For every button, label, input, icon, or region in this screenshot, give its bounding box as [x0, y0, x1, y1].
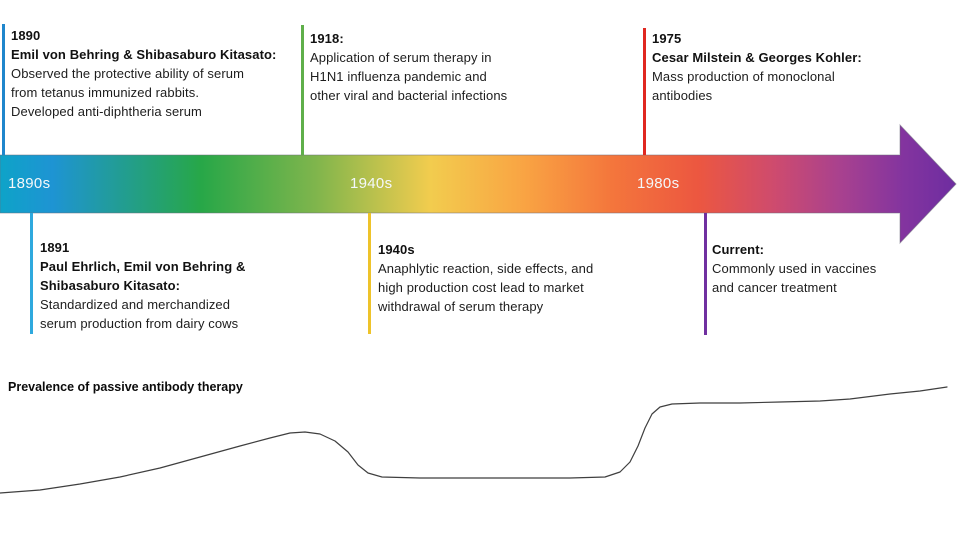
event-desc: serum production from dairy cows [40, 316, 239, 331]
event-names: Shibasaburo Kitasato: [40, 278, 181, 293]
event-year: 1975 [652, 31, 682, 46]
event-desc: H1N1 influenza pandemic and [310, 69, 487, 84]
event-desc: Mass production of monoclonal [652, 69, 835, 84]
timeline-arrow-shape [0, 123, 957, 245]
event-desc: Application of serum therapy in [310, 50, 492, 65]
event-names: Emil von Behring & Shibasaburo Kitasato: [11, 47, 277, 62]
event-desc: Developed anti-diphtheria serum [11, 104, 202, 119]
event-year: 1918: [310, 31, 344, 46]
decade-label-1980s: 1980s [637, 175, 680, 192]
event-desc: Observed the protective ability of serum [11, 66, 245, 81]
event-desc: Standardized and merchandized [40, 297, 231, 312]
event-current: Current: Commonly used in vaccines and c… [712, 240, 876, 297]
event-year: 1891 [40, 240, 70, 255]
prevalence-curve-line [0, 386, 948, 494]
event-desc: antibodies [652, 88, 713, 103]
event-desc: other viral and bacterial infections [310, 88, 508, 103]
prevalence-curve-label: Prevalence of passive antibody therapy [8, 380, 243, 394]
event-desc: high production cost lead to market [378, 280, 584, 295]
event-desc: and cancer treatment [712, 280, 837, 295]
decade-label-1940s: 1940s [350, 175, 393, 192]
event-1940s: 1940s Anaphlytic reaction, side effects,… [378, 240, 593, 316]
event-names: Cesar Milstein & Georges Kohler: [652, 50, 862, 65]
event-year: 1940s [378, 242, 415, 257]
tick-1918-top [301, 25, 304, 155]
event-1975: 1975 Cesar Milstein & Georges Kohler: Ma… [652, 29, 862, 105]
tick-1890-top [2, 24, 5, 155]
event-desc: Anaphlytic reaction, side effects, and [378, 261, 594, 276]
event-desc: Commonly used in vaccines [712, 261, 877, 276]
event-year: Current: [712, 242, 765, 257]
tick-1975-top [643, 28, 646, 155]
decade-label-1890s: 1890s [8, 175, 51, 192]
event-names: Paul Ehrlich, Emil von Behring & [40, 259, 246, 274]
event-1918: 1918: Application of serum therapy in H1… [310, 29, 507, 105]
tick-1940s-bottom [368, 213, 371, 334]
tick-current-bottom [704, 213, 707, 335]
event-desc: from tetanus immunized rabbits. [11, 85, 200, 100]
event-1890: 1890 Emil von Behring & Shibasaburo Kita… [11, 26, 276, 121]
event-desc: withdrawal of serum therapy [378, 299, 544, 314]
event-1891: 1891 Paul Ehrlich, Emil von Behring & Sh… [40, 238, 245, 333]
tick-1891-bottom [30, 213, 33, 334]
timeline-arrow [0, 123, 957, 245]
event-year: 1890 [11, 28, 41, 43]
